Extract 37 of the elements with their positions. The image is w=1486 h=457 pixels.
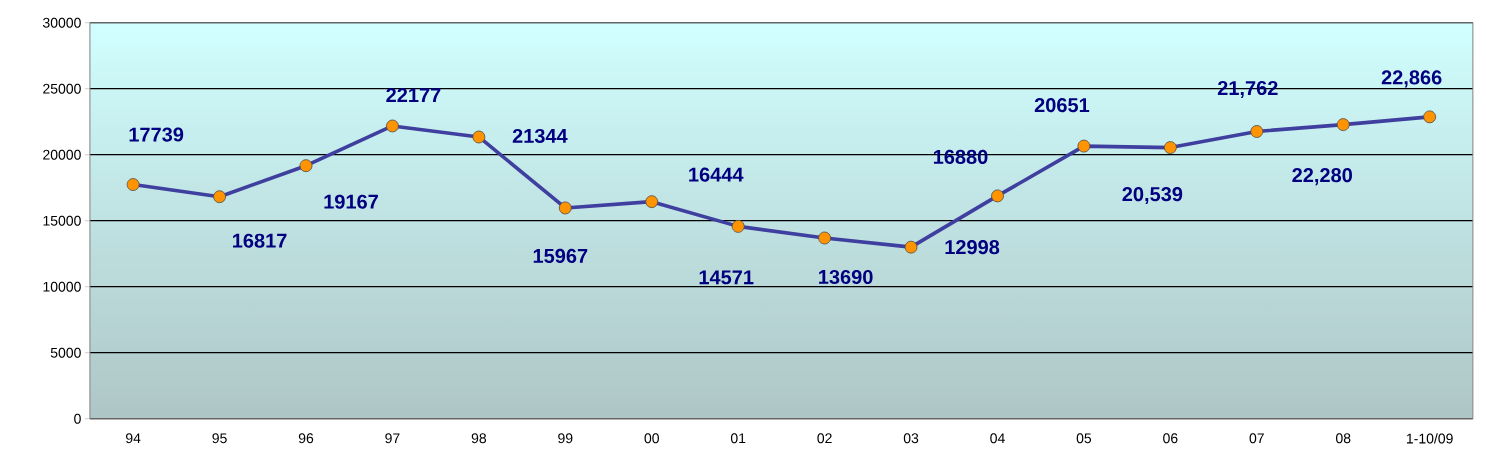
data-label: 16444 bbox=[689, 167, 744, 182]
x-tick-label: 00 bbox=[644, 433, 659, 444]
data-label: 17739 bbox=[129, 127, 184, 142]
x-tick-label: 02 bbox=[817, 433, 832, 444]
x-tick-label: 98 bbox=[471, 433, 487, 444]
x-tick-label: 97 bbox=[385, 433, 400, 444]
x-tick-label: 06 bbox=[1163, 433, 1178, 444]
x-tick-label: 03 bbox=[903, 433, 919, 444]
y-tick-label: 0 bbox=[74, 413, 81, 424]
data-label: 14571 bbox=[699, 270, 754, 285]
x-tick-label: 01 bbox=[730, 433, 746, 444]
data-label: 13690 bbox=[819, 269, 873, 285]
data-label: 22,866 bbox=[1381, 70, 1442, 88]
y-tick-label: 15000 bbox=[43, 215, 81, 226]
x-tick-label: 94 bbox=[126, 433, 141, 444]
data-label: 19167 bbox=[324, 194, 378, 209]
x-tick-label: 07 bbox=[1249, 433, 1264, 444]
x-tick-label: 96 bbox=[298, 433, 314, 444]
data-label: 22,280 bbox=[1292, 168, 1352, 186]
y-tick-label: 30000 bbox=[42, 17, 81, 28]
x-tick-label: 08 bbox=[1335, 433, 1351, 444]
x-tick-label: 05 bbox=[1076, 433, 1092, 444]
y-tick-label: 5000 bbox=[50, 347, 81, 358]
x-tick-label: 1-10/09 bbox=[1406, 433, 1453, 444]
data-label: 22177 bbox=[386, 88, 441, 102]
data-label: 12998 bbox=[945, 240, 1000, 255]
data-label: 16817 bbox=[233, 233, 287, 248]
y-tick-label: 20000 bbox=[43, 149, 81, 160]
y-tick-label: 10000 bbox=[43, 281, 81, 292]
data-label: 20651 bbox=[1034, 98, 1090, 113]
data-label: 21344 bbox=[512, 128, 568, 144]
x-tick-label: 99 bbox=[558, 433, 573, 444]
x-tick-label: 04 bbox=[990, 433, 1005, 444]
x-tick-label: 95 bbox=[212, 433, 227, 444]
data-label: 15967 bbox=[533, 248, 588, 264]
y-tick-label: 25000 bbox=[43, 83, 81, 94]
data-label: 20,539 bbox=[1122, 187, 1183, 205]
